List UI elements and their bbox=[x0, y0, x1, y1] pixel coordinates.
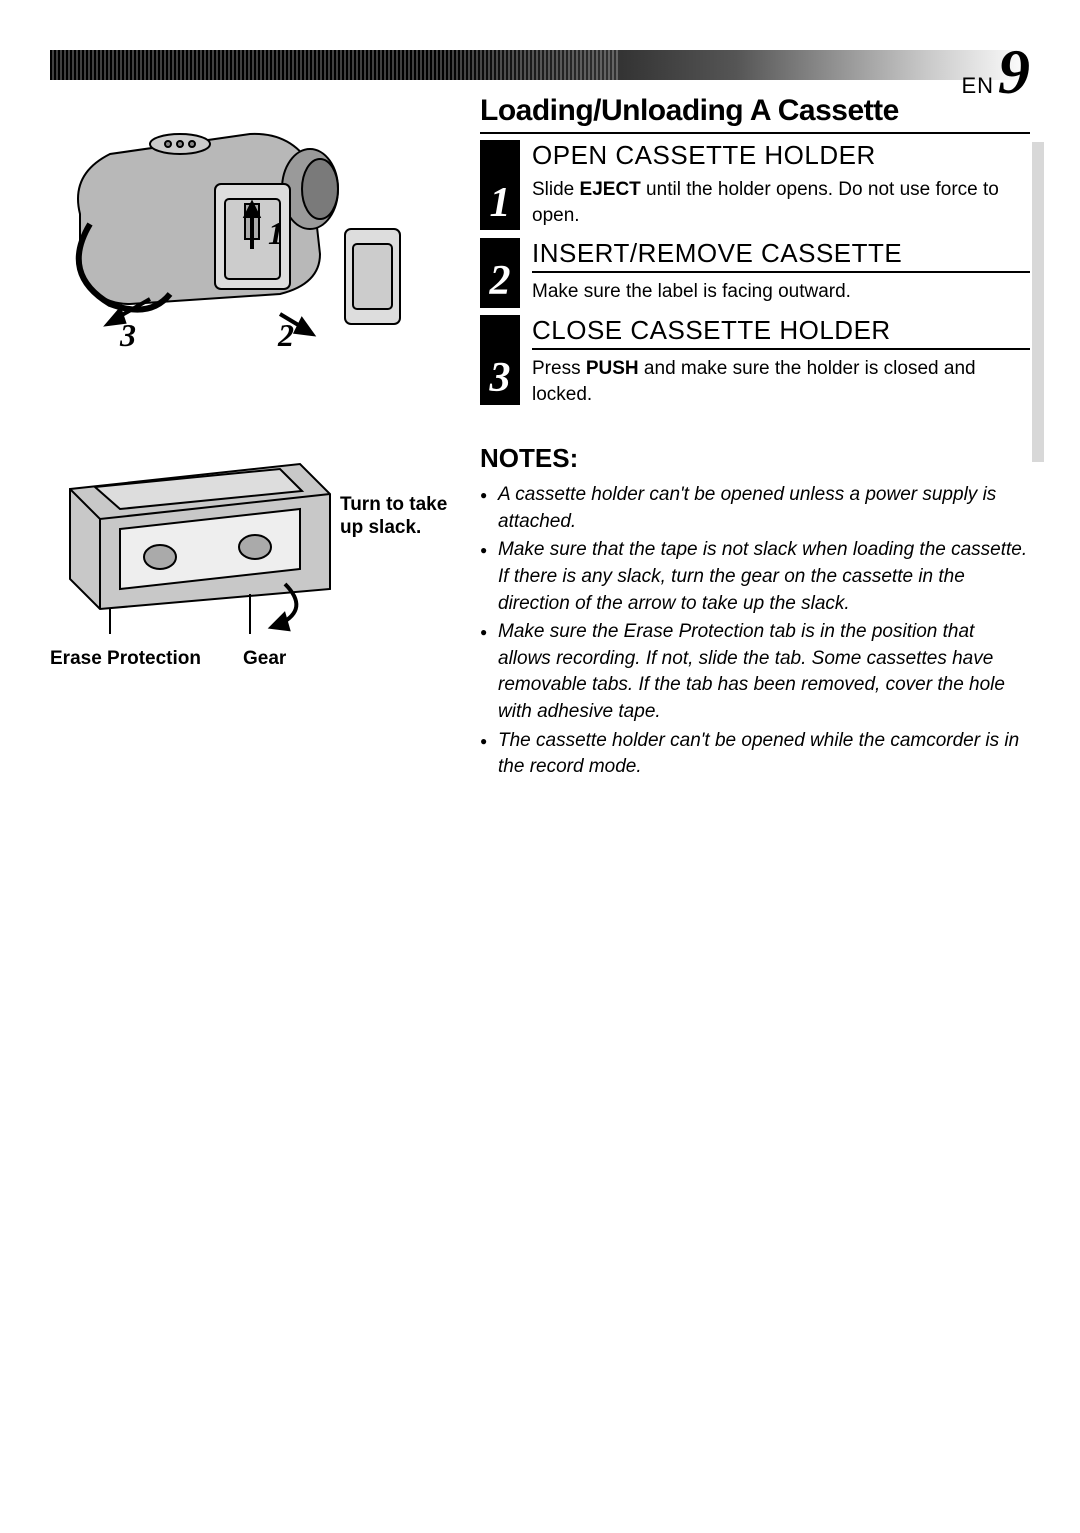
slack-label: Turn to take up slack. bbox=[340, 494, 447, 540]
note-item: Make sure the Erase Protection tab is in… bbox=[480, 619, 1030, 725]
step-2: 2 INSERT/REMOVE CASSETTE Make sure the l… bbox=[480, 238, 1030, 305]
gear-label: Gear bbox=[243, 648, 286, 670]
step-number-2: 2 bbox=[490, 260, 511, 302]
header-gradient-bar bbox=[50, 50, 1030, 80]
step-number-badge: 3 bbox=[480, 315, 520, 405]
side-tab bbox=[1032, 142, 1044, 462]
step-number-badge: 2 bbox=[480, 238, 520, 308]
step-number-3: 3 bbox=[490, 357, 511, 399]
step-3-heading: CLOSE CASSETTE HOLDER bbox=[532, 315, 1030, 350]
note-item: A cassette holder can't be opened unless… bbox=[480, 482, 1030, 535]
callout-3: 3 bbox=[119, 317, 136, 353]
step-1-body: Slide EJECT until the holder opens. Do n… bbox=[532, 177, 1030, 228]
callout-1: 1 bbox=[268, 215, 284, 251]
callout-2: 2 bbox=[277, 317, 294, 353]
section-title: Loading/Unloading A Cassette bbox=[480, 94, 1030, 134]
step-1-heading: OPEN CASSETTE HOLDER bbox=[532, 140, 1030, 171]
step-1: 1 OPEN CASSETTE HOLDER Slide EJECT until… bbox=[480, 140, 1030, 228]
note-item: Make sure that the tape is not slack whe… bbox=[480, 537, 1030, 617]
step-number-badge: 1 bbox=[480, 140, 520, 230]
camcorder-illustration: 1 2 3 bbox=[50, 104, 450, 359]
cassette-illustration: Turn to take up slack. Erase Protection … bbox=[50, 409, 450, 670]
slack-label-line1: Turn to take bbox=[340, 494, 447, 515]
notes-list: A cassette holder can't be opened unless… bbox=[480, 482, 1030, 781]
step-3: 3 CLOSE CASSETTE HOLDER Press PUSH and m… bbox=[480, 315, 1030, 407]
erase-protection-label: Erase Protection bbox=[50, 648, 201, 670]
notes-title: NOTES: bbox=[480, 443, 1030, 474]
step-2-heading: INSERT/REMOVE CASSETTE bbox=[532, 238, 1030, 273]
step-2-body: Make sure the label is facing outward. bbox=[532, 279, 1030, 305]
note-item: The cassette holder can't be opened whil… bbox=[480, 728, 1030, 781]
slack-label-line2: up slack. bbox=[340, 517, 421, 538]
step-number-1: 1 bbox=[490, 182, 511, 224]
step-3-body: Press PUSH and make sure the holder is c… bbox=[532, 356, 1030, 407]
